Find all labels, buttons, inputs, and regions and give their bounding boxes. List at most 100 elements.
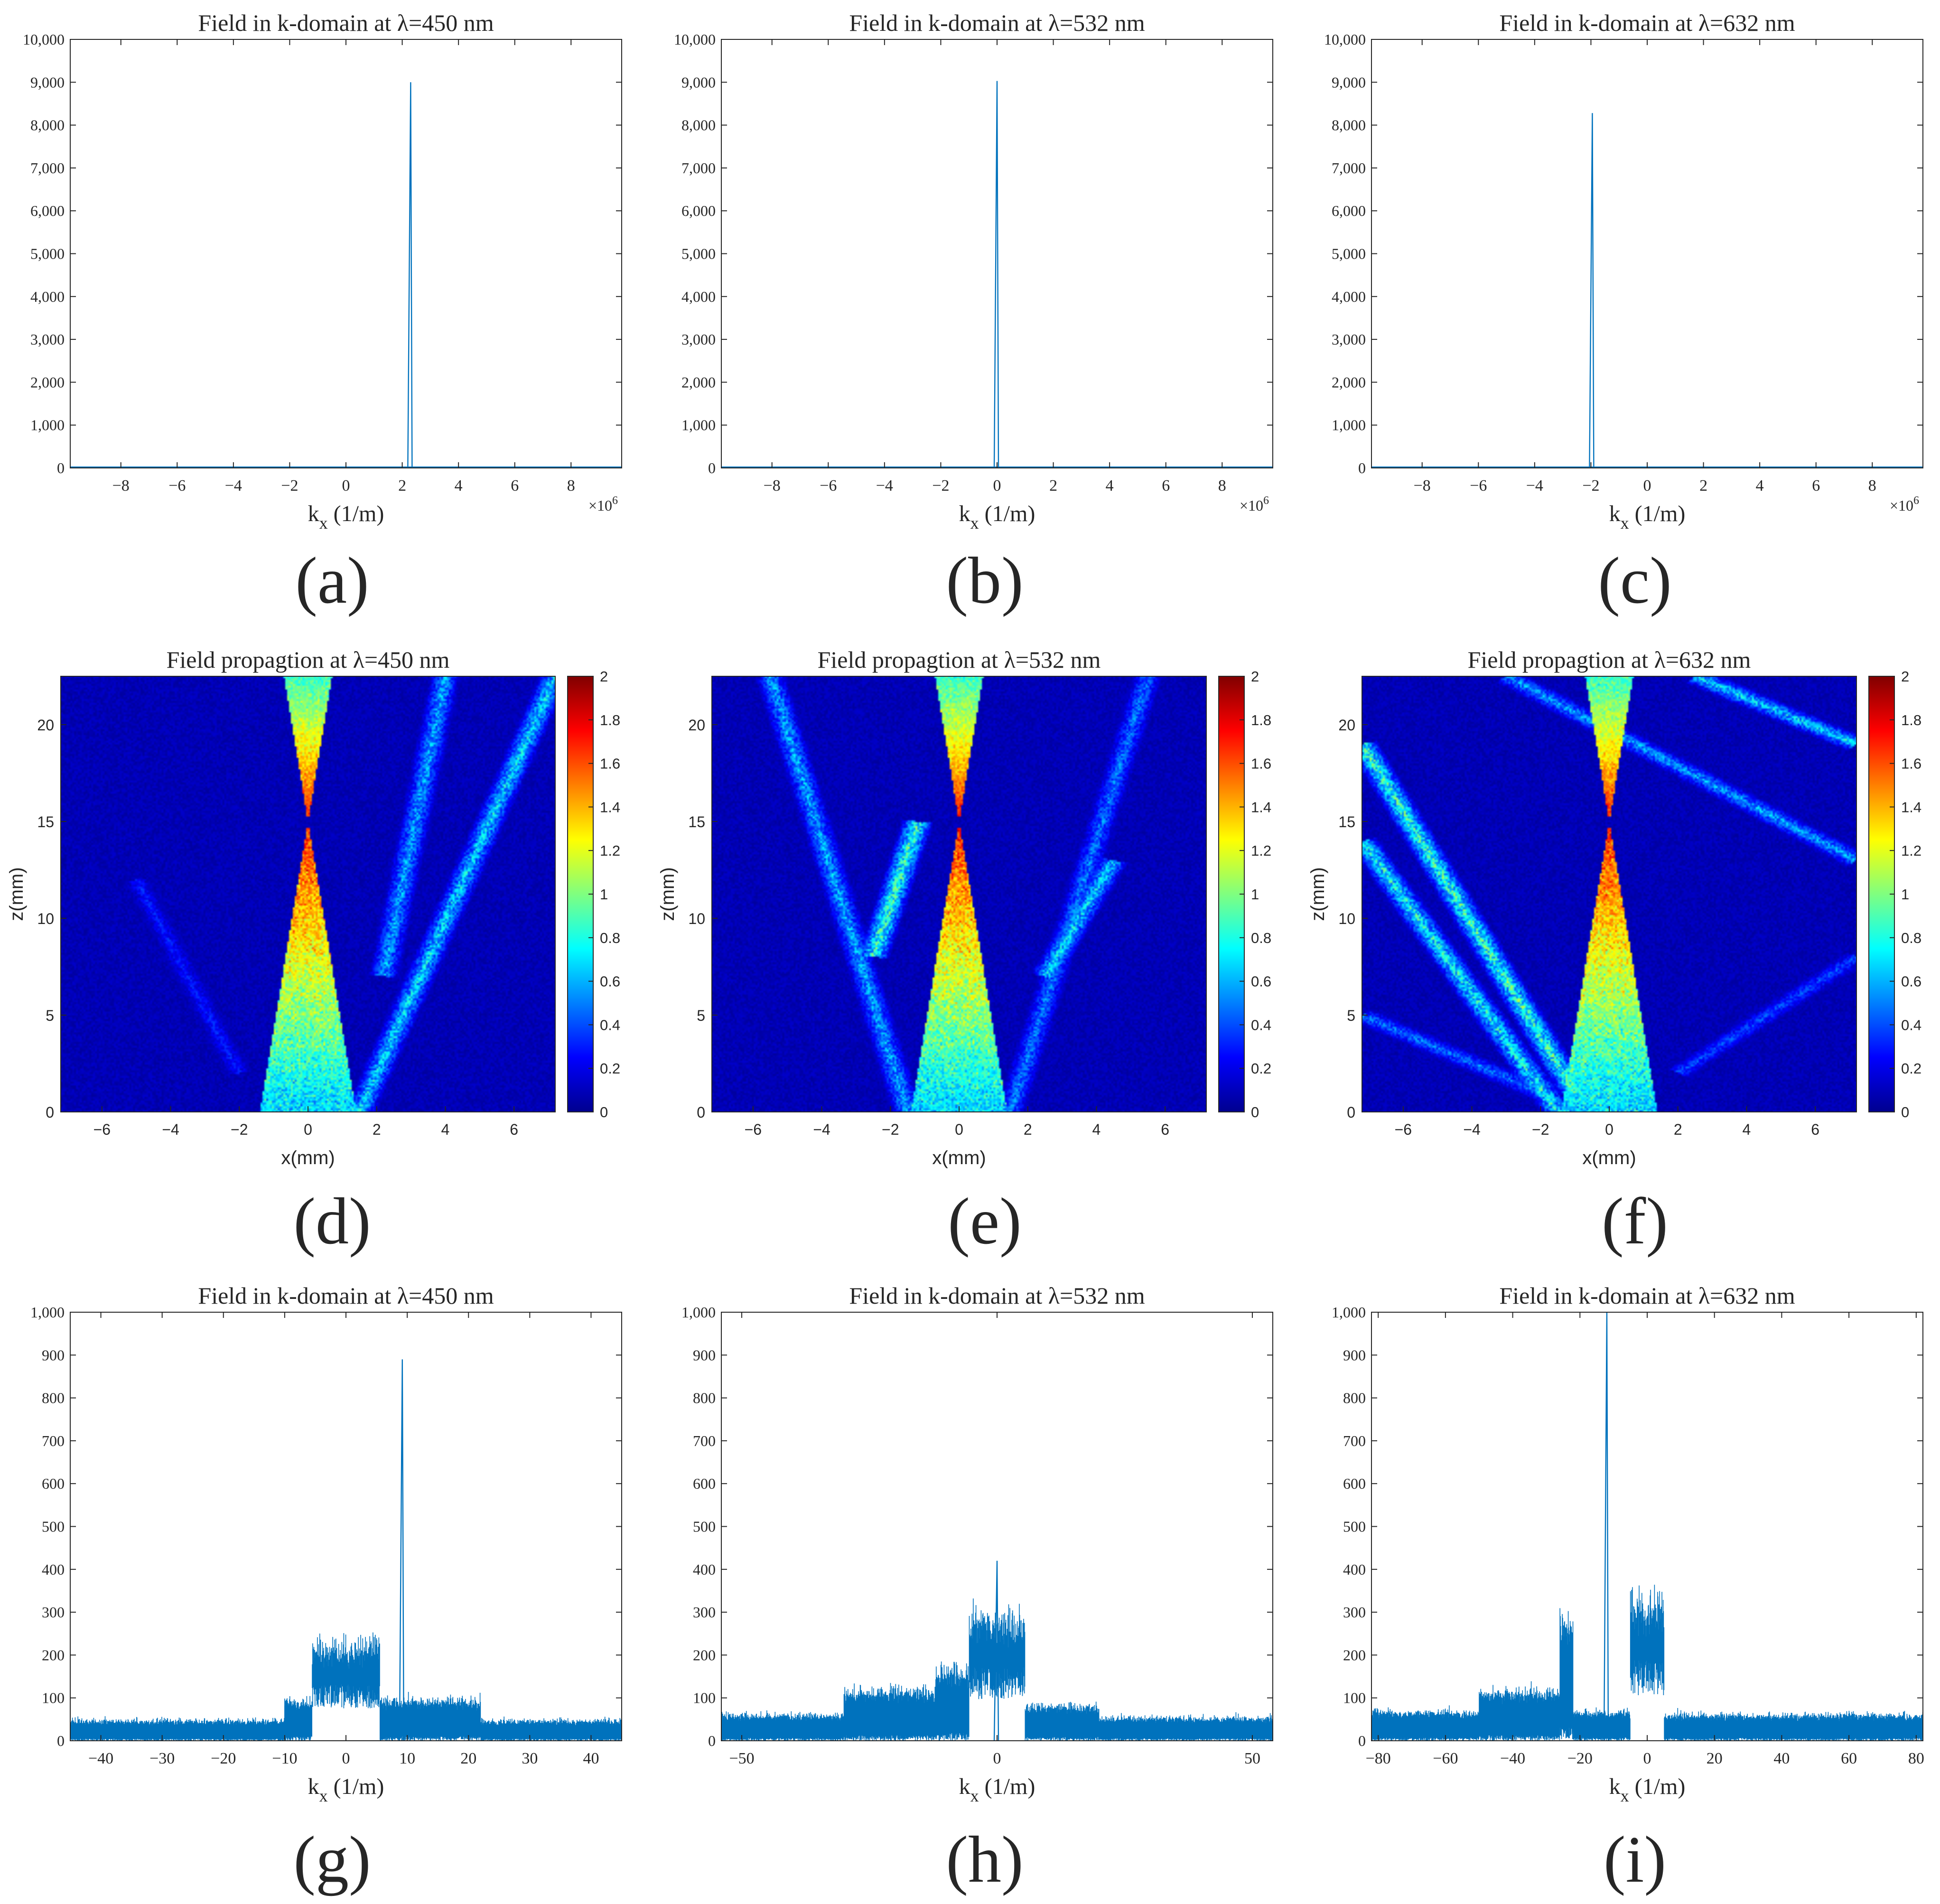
y-tick-label: 10: [688, 910, 705, 927]
field-heatmap: [61, 676, 555, 1112]
colorbar-tick-label: 0: [1901, 1104, 1909, 1120]
x-tick-label: 20: [1707, 1750, 1723, 1767]
y-tick-label: 4,000: [1332, 288, 1366, 305]
x-tick-label: 50: [1244, 1750, 1260, 1767]
x-tick-label: 0: [955, 1121, 963, 1138]
x-tick-label: −60: [1433, 1750, 1458, 1767]
x-tick-label: −80: [1366, 1750, 1391, 1767]
x-tick-label: 6: [510, 1121, 518, 1138]
y-tick-label: 0: [1347, 1104, 1355, 1121]
y-tick-label: 5,000: [681, 245, 716, 262]
y-tick-label: 10,000: [1324, 31, 1366, 48]
y-tick-label: 0: [1358, 459, 1366, 476]
y-tick-label: 9,000: [30, 74, 65, 91]
x-tick-label: −6: [745, 1121, 762, 1138]
y-tick-label: 200: [42, 1646, 65, 1663]
x-tick-label: 0: [993, 1750, 1001, 1767]
y-tick-label: 1,000: [30, 417, 65, 434]
y-tick-label: 7,000: [30, 159, 65, 177]
x-axis-label: x(mm): [281, 1148, 335, 1168]
x-tick-label: −4: [813, 1121, 830, 1138]
x-axis-exponent: ×106: [1240, 495, 1269, 514]
x-tick-label: −40: [88, 1750, 113, 1767]
x-axis-label: kx (1/m): [959, 501, 1035, 532]
x-tick-label: −2: [1582, 477, 1599, 495]
x-tick-label: −4: [162, 1121, 179, 1138]
chart-title: Field in k-domain at λ=632 nm: [1499, 1282, 1795, 1309]
y-tick-label: 10,000: [674, 31, 716, 48]
x-tick-label: −20: [211, 1750, 236, 1767]
colorbar-tick-label: 0.4: [1901, 1017, 1921, 1033]
y-tick-label: 4,000: [681, 288, 716, 305]
x-tick-label: 0: [1605, 1121, 1614, 1138]
colorbar-tick-label: 0.8: [1251, 930, 1271, 946]
y-tick-label: 5: [1347, 1007, 1355, 1024]
colorbar-tick-label: 1.8: [1901, 712, 1921, 728]
x-axis-label-sub: x: [319, 1786, 328, 1805]
x-tick-label: 0: [1643, 1750, 1651, 1767]
y-tick-label: 8,000: [1332, 117, 1366, 134]
y-tick-label: 10: [37, 910, 54, 927]
colorbar-tick-label: 2: [1901, 668, 1909, 685]
x-tick-label: 4: [1756, 477, 1764, 495]
data-peak-0: [1589, 113, 1595, 468]
x-tick-label: 4: [1092, 1121, 1101, 1138]
y-tick-label: 0: [57, 459, 65, 476]
y-tick-label: 400: [1343, 1561, 1366, 1578]
colorbar-tick-label: 1.8: [600, 712, 620, 728]
x-tick-label: 40: [1773, 1750, 1790, 1767]
x-axis-label-sub: x: [1621, 513, 1629, 532]
y-tick-label: 0: [57, 1732, 65, 1749]
y-tick-label: 0: [708, 459, 716, 476]
x-tick-label: 8: [1218, 477, 1226, 495]
x-tick-label: 6: [511, 477, 519, 495]
data-series-noise: [70, 1632, 622, 1741]
panel-label: (a): [295, 544, 369, 617]
y-tick-label: 400: [42, 1561, 65, 1578]
x-axis-label-main: k: [308, 501, 319, 526]
y-tick-label: 0: [46, 1104, 54, 1121]
y-tick-label: 300: [42, 1604, 65, 1621]
x-tick-label: −6: [1470, 477, 1487, 495]
chart-title: Field in k-domain at λ=532 nm: [849, 1282, 1145, 1309]
y-tick-label: 3,000: [681, 331, 716, 348]
x-axis-label-main: k: [1609, 1774, 1621, 1799]
y-tick-label: 1,000: [1332, 417, 1366, 434]
x-tick-label: 4: [441, 1121, 450, 1138]
y-tick-label: 7,000: [1332, 159, 1366, 177]
x-tick-label: 2: [1049, 477, 1057, 495]
colorbar-tick-label: 1: [1251, 886, 1259, 903]
y-tick-label: 900: [1343, 1346, 1366, 1363]
y-tick-label: 100: [42, 1689, 65, 1707]
x-tick-label: −2: [882, 1121, 899, 1138]
colorbar-tick-label: 0.2: [600, 1060, 620, 1077]
axes-box: [1371, 39, 1923, 468]
x-tick-label: 2: [373, 1121, 381, 1138]
panel-label: (b): [946, 544, 1023, 617]
y-tick-label: 400: [693, 1561, 716, 1578]
colorbar-tick-label: 1.6: [1901, 756, 1921, 772]
colorbar-tick-label: 1.2: [600, 842, 620, 859]
x-axis-label-unit: (1/m): [328, 1774, 384, 1799]
colorbar-tick-label: 0.6: [1251, 973, 1271, 990]
colorbar-tick-label: 1.6: [1251, 756, 1271, 772]
x-axis-label: kx (1/m): [308, 1774, 384, 1805]
x-tick-label: −2: [231, 1121, 248, 1138]
colorbar-tick-label: 0.8: [1901, 930, 1921, 946]
y-tick-label: 2,000: [1332, 373, 1366, 391]
y-tick-label: 300: [693, 1604, 716, 1621]
colorbar-tick-label: 1.6: [600, 756, 620, 772]
panel-i: Field in k-domain at λ=632 nm01002003004…: [1332, 1282, 1924, 1805]
x-axis-label: kx (1/m): [959, 1774, 1035, 1805]
y-tick-label: 100: [693, 1689, 716, 1707]
panel-c: Field in k-domain at λ=632 nm 0 1,000 2,000…: [1324, 9, 1923, 532]
x-axis-exponent-power: 6: [612, 495, 618, 507]
y-tick-label: 800: [1343, 1390, 1366, 1407]
x-tick-label: 40: [583, 1750, 599, 1767]
y-tick-label: 15: [37, 813, 54, 831]
panel-label: (f): [1602, 1185, 1668, 1258]
y-tick-label: 6,000: [681, 202, 716, 219]
y-tick-label: 20: [1338, 717, 1355, 734]
x-axis-label: x(mm): [932, 1148, 986, 1168]
